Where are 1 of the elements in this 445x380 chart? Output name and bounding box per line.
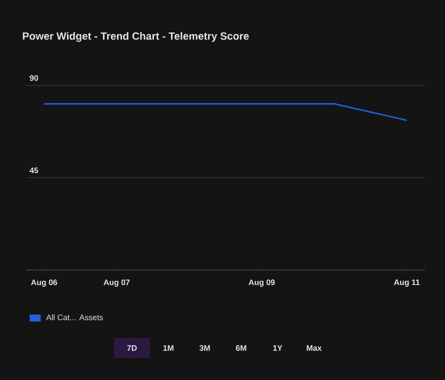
chart-title: Power Widget - Trend Chart - Telemetry Score — [22, 32, 249, 42]
